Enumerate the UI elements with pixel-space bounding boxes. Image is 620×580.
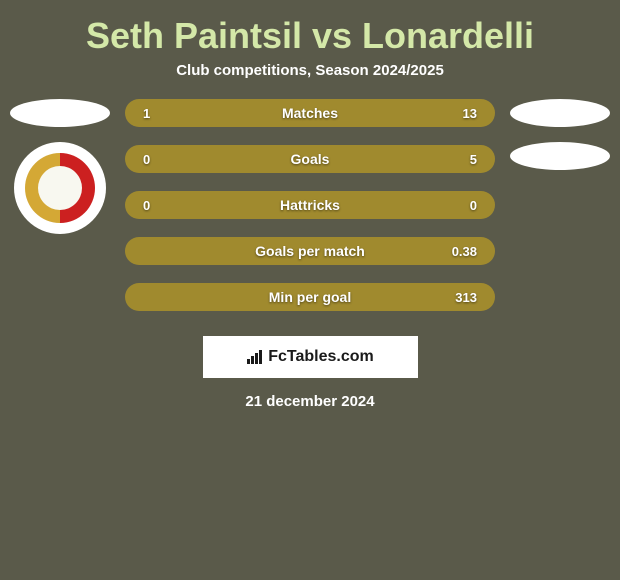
page-subtitle: Club competitions, Season 2024/2025 <box>0 62 620 99</box>
page-title: Seth Paintsil vs Lonardelli <box>0 0 620 62</box>
stats-column: 1 Matches 13 0 Goals 5 0 Hattricks 0 Goa… <box>120 99 500 311</box>
root-container: Seth Paintsil vs Lonardelli Club competi… <box>0 0 620 580</box>
stat-label: Min per goal <box>269 289 351 305</box>
stat-value-right: 0 <box>470 198 477 213</box>
chart-icon <box>246 349 264 365</box>
stat-label: Goals per match <box>255 243 365 259</box>
player1-flag-placeholder <box>10 99 110 127</box>
stat-label: Hattricks <box>280 197 340 213</box>
stat-value-left: 1 <box>143 106 150 121</box>
stat-label: Matches <box>282 105 338 121</box>
player1-club-badge <box>14 142 106 234</box>
stat-row-min-per-goal: Min per goal 313 <box>125 283 495 311</box>
stat-value-right: 13 <box>463 106 477 121</box>
branding-banner: FcTables.com <box>203 336 418 378</box>
stat-row-goals: 0 Goals 5 <box>125 145 495 173</box>
content-row: 1 Matches 13 0 Goals 5 0 Hattricks 0 Goa… <box>0 99 620 311</box>
stat-value-right: 0.38 <box>452 244 477 259</box>
badge-shield-icon <box>25 153 95 223</box>
badge-center-icon <box>38 166 82 210</box>
stat-value-right: 5 <box>470 152 477 167</box>
stat-value-right: 313 <box>455 290 477 305</box>
date-label: 21 december 2024 <box>0 393 620 410</box>
stat-row-hattricks: 0 Hattricks 0 <box>125 191 495 219</box>
stat-value-left: 0 <box>143 198 150 213</box>
branding-text: FcTables.com <box>268 348 374 366</box>
player2-club-placeholder <box>510 142 610 170</box>
stat-value-left: 0 <box>143 152 150 167</box>
stat-row-goals-per-match: Goals per match 0.38 <box>125 237 495 265</box>
stat-label: Goals <box>291 151 330 167</box>
right-column <box>500 99 620 311</box>
player2-flag-placeholder <box>510 99 610 127</box>
stat-row-matches: 1 Matches 13 <box>125 99 495 127</box>
left-column <box>0 99 120 311</box>
